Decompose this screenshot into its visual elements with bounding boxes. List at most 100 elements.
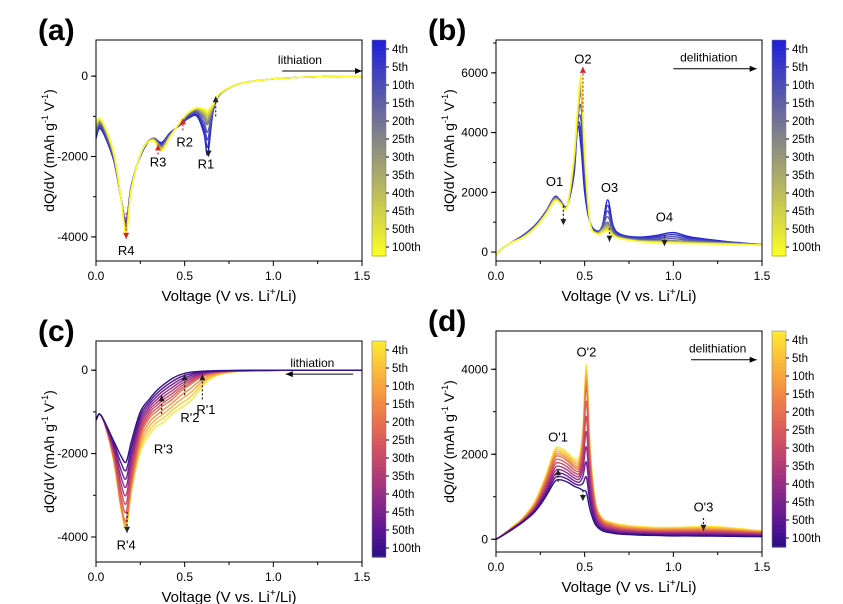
peak-label-R1: R1: [198, 157, 215, 172]
colorbar-segment: [772, 234, 786, 239]
colorbar-segment: [372, 510, 386, 515]
colorbar-label-5th: 5th: [392, 62, 408, 74]
colorbar-segment: [772, 424, 786, 429]
x-tick-label: 0.5: [576, 269, 593, 283]
colorbar-segment: [372, 524, 386, 529]
series-line-25th: [496, 400, 762, 540]
y-tick-label: 6000: [461, 66, 488, 80]
colorbar-segment: [372, 119, 386, 124]
colorbar-segment: [772, 525, 786, 530]
colorbar-segment: [772, 122, 786, 127]
colorbar-segment: [372, 79, 386, 84]
colorbar-segment: [372, 355, 386, 360]
peak-label-O1: O1: [546, 174, 563, 189]
direction-label: lithiation: [278, 53, 322, 67]
colorbar-segment: [772, 104, 786, 109]
peak-arrow-1-head: [560, 219, 567, 226]
series-line-10th: [496, 374, 762, 540]
colorbar-label-45th: 45th: [392, 507, 414, 519]
peak-label-O4: O4: [656, 210, 673, 225]
colorbar: 4th 5th 10th 15th 20th 25th 30th 35th 40th 45th 50…: [371, 39, 421, 257]
colorbar-label-25th: 25th: [792, 425, 814, 437]
colorbar-segment: [372, 241, 386, 246]
y-tick-label: -2000: [57, 447, 88, 461]
colorbar-segment: [372, 112, 386, 117]
colorbar-segment: [772, 367, 786, 372]
colorbar-segment: [772, 83, 786, 88]
colorbar-segment: [372, 359, 386, 364]
colorbar-segment: [772, 359, 786, 364]
y-axis-label: dQ/dV (mAh g-1 V-1): [440, 380, 457, 503]
series-line-25th: [96, 75, 362, 229]
curves: [96, 369, 362, 530]
colorbar-segment: [772, 137, 786, 142]
peak-label-O2: O2: [574, 51, 591, 66]
colorbar-segment: [772, 475, 786, 480]
colorbar-segment: [772, 485, 786, 490]
colorbar-segment: [772, 230, 786, 235]
colorbar-segment: [772, 482, 786, 487]
colorbar-segment: [372, 101, 386, 106]
colorbar-segment: [772, 155, 786, 160]
colorbar-segment: [372, 409, 386, 414]
colorbar-segment: [372, 513, 386, 518]
colorbar-segment: [372, 456, 386, 461]
colorbar-segment: [772, 460, 786, 465]
colorbar-label-10th: 10th: [392, 80, 414, 92]
colorbar-segment: [372, 463, 386, 468]
colorbar-segment: [772, 417, 786, 422]
peak-arrow-3-head: [661, 240, 668, 247]
colorbar-segment: [372, 431, 386, 436]
curves: [496, 364, 762, 540]
peak-label-R'2: R'2: [180, 410, 199, 425]
x-axis-label: Voltage (V vs. Li+/Li): [161, 287, 296, 305]
colorbar-segment: [372, 245, 386, 250]
colorbar-label-10th: 10th: [392, 381, 414, 393]
series-line-45th: [496, 79, 762, 256]
colorbar-label-25th: 25th: [392, 134, 414, 146]
colorbar-label-4th: 4th: [392, 345, 408, 357]
series-line-5th: [496, 369, 762, 540]
colorbar-segment: [372, 155, 386, 160]
peak-arrow-1: [155, 144, 162, 155]
colorbar-segment: [772, 511, 786, 516]
colorbar-segment: [372, 104, 386, 109]
colorbar-label-45th: 45th: [792, 497, 814, 509]
colorbar-segment: [372, 234, 386, 239]
colorbar-label-30th: 30th: [392, 453, 414, 465]
series-line-35th: [496, 431, 762, 540]
colorbar-segment: [772, 94, 786, 99]
colorbar-segment: [372, 438, 386, 443]
colorbar-label-4th: 4th: [792, 44, 808, 56]
series-line-15th: [96, 75, 362, 227]
colorbar-segment: [372, 252, 386, 257]
colorbar-segment: [772, 370, 786, 375]
series-line-4th: [496, 125, 762, 256]
colorbar-segment: [372, 495, 386, 500]
series-line-30th: [496, 86, 762, 256]
colorbar-segment: [372, 108, 386, 113]
x-tick-label: 0.5: [576, 560, 593, 574]
colorbar-segment: [772, 457, 786, 462]
colorbar-segment: [772, 115, 786, 120]
series-line-45th: [96, 75, 362, 234]
colorbar-segment: [772, 493, 786, 498]
colorbar-segment: [772, 489, 786, 494]
series-line-100th: [496, 75, 762, 256]
colorbar-segment: [372, 485, 386, 490]
colorbar-segment: [372, 133, 386, 138]
direction-arrow: [691, 356, 757, 363]
colorbar-segment: [372, 140, 386, 145]
colorbar-segment: [772, 496, 786, 501]
colorbar-segment: [372, 248, 386, 253]
colorbar-segment: [772, 205, 786, 210]
x-tick-label: 1.5: [354, 269, 371, 283]
colorbar-segment: [772, 198, 786, 203]
colorbar-segment: [372, 230, 386, 235]
colorbar-segment: [772, 47, 786, 52]
colorbar-segment: [372, 521, 386, 526]
x-tick-label: 0.0: [488, 269, 505, 283]
series-line-40th: [496, 82, 762, 256]
colorbar-segment: [372, 68, 386, 73]
peak-arrow-0: [555, 469, 562, 482]
